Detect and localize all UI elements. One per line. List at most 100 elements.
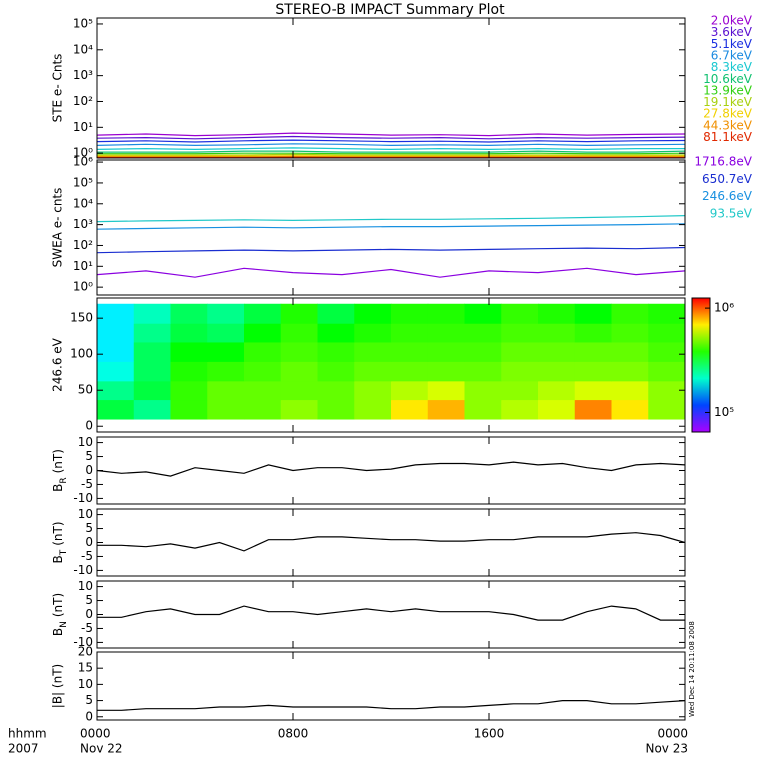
legend-label: 93.5eV	[710, 206, 753, 220]
x-date-label: Nov 22	[80, 742, 123, 756]
heat-cell	[538, 323, 576, 343]
heat-cell	[280, 341, 318, 362]
y-tick-label: 10⁵	[73, 175, 93, 189]
y-tick-label: 10⁰	[73, 146, 93, 160]
x-axis-unit: hhmm	[8, 727, 47, 741]
heat-cell	[280, 361, 318, 382]
heat-cell	[574, 341, 612, 362]
heat-cell	[574, 380, 612, 401]
legend-label: 27.8keV	[703, 107, 753, 121]
heat-cell	[501, 303, 539, 324]
plot-area	[97, 303, 685, 420]
heat-cell	[207, 399, 245, 420]
heat-cell	[133, 380, 171, 401]
x-tick-label: 0000	[80, 727, 111, 741]
heat-cell	[501, 361, 539, 382]
y-axis-label-sub: R	[59, 477, 69, 483]
heat-cell	[97, 380, 135, 401]
heat-cell	[391, 380, 429, 401]
y-axis-label: BR (nT)	[51, 449, 69, 492]
heat-cell	[648, 303, 685, 324]
y-axis-label-part: (nT)	[51, 593, 65, 617]
panel-frame	[96, 580, 686, 649]
heat-cell	[133, 303, 171, 324]
y-tick-label: -5	[81, 477, 93, 491]
heat-cell	[170, 303, 208, 324]
y-tick-label: 50	[78, 383, 93, 397]
heat-cell	[317, 380, 355, 401]
heat-cell	[354, 399, 392, 420]
y-axis-label: |B| (nT)	[51, 664, 65, 708]
y-tick-label: 10⁴	[73, 42, 93, 56]
y-tick-label: 10⁰	[73, 280, 93, 294]
colorbar-label: 10⁶	[714, 301, 734, 315]
heat-cell	[317, 341, 355, 362]
heat-cell	[611, 361, 649, 382]
heat-cell	[538, 303, 576, 324]
heat-cell	[574, 303, 612, 324]
heat-cell	[207, 361, 245, 382]
heat-cell	[244, 303, 282, 324]
heat-cell	[427, 380, 465, 401]
heat-cell	[464, 399, 502, 420]
data-line	[97, 267, 685, 278]
legend-label: 10.6keV	[703, 72, 753, 86]
heat-cell	[501, 399, 539, 420]
y-tick-label: 150	[70, 311, 93, 325]
heat-cell	[611, 399, 649, 420]
panel-frame	[96, 436, 686, 505]
heat-cell	[207, 323, 245, 343]
heat-cell	[133, 323, 171, 343]
heat-cell	[97, 341, 135, 362]
y-tick-label: 0	[85, 419, 93, 433]
heat-cell	[464, 303, 502, 324]
data-line	[97, 246, 685, 254]
heat-cell	[427, 361, 465, 382]
y-tick-label: 10¹	[73, 259, 93, 273]
plot-area	[97, 461, 685, 477]
heat-cell	[464, 341, 502, 362]
panel-frame	[96, 17, 686, 159]
x-tick-label: 1600	[474, 727, 505, 741]
y-axis-label-sub: T	[59, 549, 69, 556]
y-tick-label: 10³	[73, 68, 93, 82]
y-tick-label: 5	[85, 521, 93, 535]
data-line	[97, 605, 685, 621]
heat-cell	[391, 303, 429, 324]
heat-cell	[538, 399, 576, 420]
y-tick-label: 10	[78, 507, 93, 521]
y-tick-label: 10⁵	[73, 16, 93, 30]
y-axis-label-part: (nT)	[51, 521, 65, 545]
heat-cell	[97, 303, 135, 324]
y-tick-label: -10	[73, 491, 93, 505]
heat-cell	[354, 341, 392, 362]
heat-cell	[427, 399, 465, 420]
colorbar-label: 10⁵	[714, 405, 734, 419]
y-tick-label: 0	[85, 607, 93, 621]
heat-cell	[538, 361, 576, 382]
heat-cell	[648, 323, 685, 343]
heat-cell	[611, 380, 649, 401]
y-tick-label: 10²	[73, 94, 93, 108]
data-line	[97, 153, 685, 156]
heat-cell	[244, 361, 282, 382]
plot-area	[97, 700, 685, 711]
heat-cell	[427, 323, 465, 343]
heat-cell	[244, 341, 282, 362]
heat-cell	[207, 380, 245, 401]
y-tick-label: 10	[78, 435, 93, 449]
heat-cell	[354, 303, 392, 324]
heat-cell	[648, 361, 685, 382]
y-tick-label: 0	[85, 463, 93, 477]
legend-label: 8.3keV	[711, 60, 753, 74]
heat-cell	[574, 323, 612, 343]
heat-cell	[317, 361, 355, 382]
heat-cell	[538, 380, 576, 401]
y-tick-label: 10⁴	[73, 196, 93, 210]
legend-label: 1716.8eV	[694, 155, 752, 169]
y-tick-label: 5	[85, 449, 93, 463]
y-tick-label: 10	[78, 579, 93, 593]
data-line	[97, 215, 685, 223]
data-line	[97, 132, 685, 137]
legend-label: 44.3keV	[703, 118, 753, 132]
